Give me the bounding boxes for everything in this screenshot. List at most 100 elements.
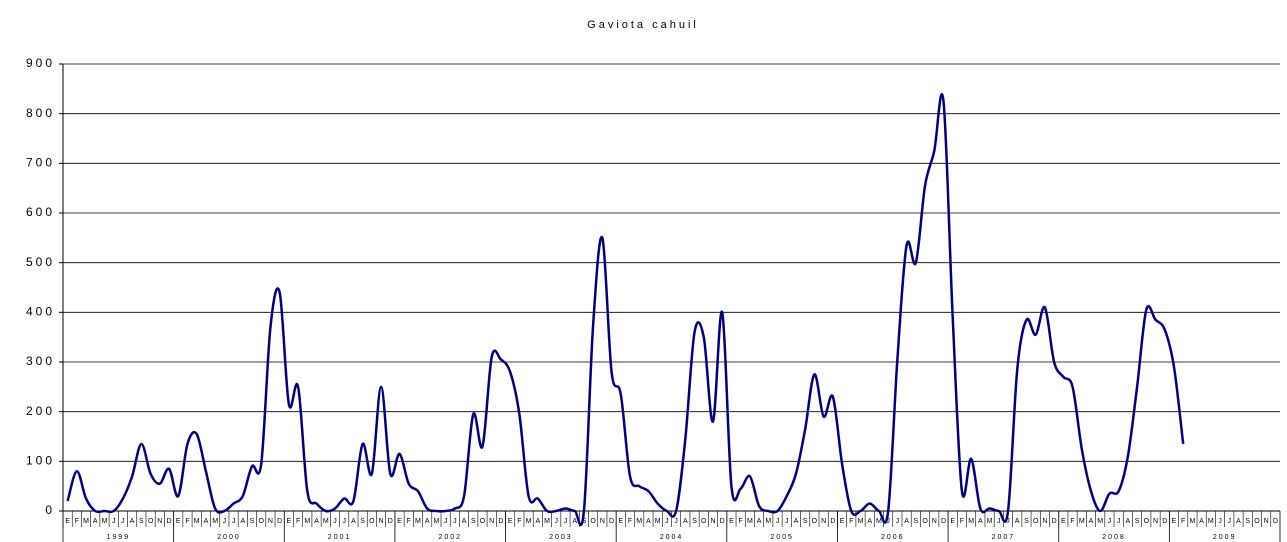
x-tick-label: O xyxy=(1144,518,1150,525)
x-tick-label: D xyxy=(830,518,835,525)
y-tick-label: 200 xyxy=(26,404,55,418)
x-tick-label: A xyxy=(240,518,245,525)
year-label: 2003 xyxy=(549,534,573,541)
x-tick-label: M xyxy=(323,518,329,525)
x-tick-label: J xyxy=(997,518,1001,525)
x-tick-label: D xyxy=(388,518,393,525)
x-tick-label: M xyxy=(83,518,89,525)
data-line xyxy=(66,93,1185,527)
x-tick-label: M xyxy=(765,518,771,525)
x-tick-label: F xyxy=(1181,518,1185,525)
x-tick-label: J xyxy=(333,518,337,525)
x-tick-label: O xyxy=(148,518,154,525)
x-tick-label: D xyxy=(941,518,946,525)
x-tick-label: A xyxy=(1199,518,1204,525)
x-tick-label: E xyxy=(1061,518,1066,525)
x-tick-label: M xyxy=(544,518,550,525)
x-tick-label: J xyxy=(1006,518,1010,525)
x-tick-label: O xyxy=(369,518,375,525)
x-tick-label: A xyxy=(314,518,319,525)
x-tick-label: E xyxy=(840,518,845,525)
x-tick-label: O xyxy=(701,518,707,525)
x-tick-label: M xyxy=(747,518,753,525)
y-tick-label: 500 xyxy=(26,255,55,269)
x-tick-label: M xyxy=(415,518,421,525)
x-tick-label: S xyxy=(1245,518,1250,525)
x-tick-label: J xyxy=(1108,518,1112,525)
x-tick-label: E xyxy=(950,518,955,525)
x-tick-label: A xyxy=(867,518,872,525)
year-label: 2004 xyxy=(660,534,684,541)
year-label: 2006 xyxy=(881,534,905,541)
x-tick-label: S xyxy=(582,518,587,525)
x-tick-label: M xyxy=(858,518,864,525)
x-tick-label: S xyxy=(471,518,476,525)
x-tick-label: M xyxy=(194,518,200,525)
x-tick-label: O xyxy=(590,518,596,525)
x-tick-label: D xyxy=(1052,518,1057,525)
x-tick-label: F xyxy=(739,518,743,525)
year-label: 2001 xyxy=(328,534,352,541)
x-tick-label: J xyxy=(1228,518,1232,525)
x-tick-label: A xyxy=(1126,518,1131,525)
x-tick-label: M xyxy=(1097,518,1103,525)
x-tick-label: O xyxy=(1033,518,1039,525)
x-tick-label: M xyxy=(304,518,310,525)
x-tick-label: N xyxy=(821,518,826,525)
x-tick-label: A xyxy=(572,518,577,525)
x-tick-label: J xyxy=(555,518,559,525)
x-tick-label: D xyxy=(166,518,171,525)
year-label: 2005 xyxy=(770,534,794,541)
x-tick-label: S xyxy=(1135,518,1140,525)
x-tick-label: M xyxy=(655,518,661,525)
y-tick-label: 300 xyxy=(26,354,55,368)
x-tick-label: A xyxy=(904,518,909,525)
x-tick-label: M xyxy=(1208,518,1214,525)
x-tick-label: A xyxy=(646,518,651,525)
x-tick-label: F xyxy=(1070,518,1074,525)
x-tick-label: J xyxy=(121,518,125,525)
x-tick-label: J xyxy=(342,518,346,525)
x-tick-label: D xyxy=(720,518,725,525)
y-tick-label: 900 xyxy=(26,56,55,70)
x-tick-label: O xyxy=(480,518,486,525)
x-tick-label: J xyxy=(776,518,780,525)
x-tick-label: A xyxy=(351,518,356,525)
x-tick-label: F xyxy=(960,518,964,525)
x-tick-label: M xyxy=(1189,518,1195,525)
x-tick-label: J xyxy=(232,518,236,525)
x-tick-label: N xyxy=(379,518,384,525)
x-tick-label: A xyxy=(425,518,430,525)
x-tick-label: J xyxy=(1218,518,1222,525)
x-tick-label: A xyxy=(794,518,799,525)
x-tick-label: E xyxy=(65,518,70,525)
y-tick-label: 600 xyxy=(26,205,55,219)
y-tick-label: 400 xyxy=(26,305,55,319)
x-tick-label: N xyxy=(710,518,715,525)
x-tick-label: M xyxy=(526,518,532,525)
year-label: 2002 xyxy=(438,534,462,541)
x-tick-label: J xyxy=(665,518,669,525)
x-tick-label: F xyxy=(517,518,521,525)
x-tick-label: A xyxy=(1015,518,1020,525)
x-tick-label: J xyxy=(444,518,448,525)
x-tick-label: M xyxy=(987,518,993,525)
x-tick-label: E xyxy=(176,518,181,525)
x-tick-label: A xyxy=(978,518,983,525)
x-tick-label: N xyxy=(489,518,494,525)
x-tick-label: N xyxy=(1042,518,1047,525)
x-tick-label: A xyxy=(93,518,98,525)
x-tick-label: A xyxy=(535,518,540,525)
x-tick-label: J xyxy=(112,518,116,525)
x-tick-label: A xyxy=(204,518,209,525)
chart-title: Gaviota cahuil xyxy=(587,19,699,31)
x-tick-label: S xyxy=(913,518,918,525)
x-tick-label: O xyxy=(258,518,264,525)
x-tick-label: M xyxy=(102,518,108,525)
x-tick-label: A xyxy=(757,518,762,525)
x-tick-label: E xyxy=(618,518,623,525)
x-tick-label: F xyxy=(296,518,300,525)
y-tick-label: 0 xyxy=(45,503,55,517)
y-tick-label: 800 xyxy=(26,106,55,120)
y-tick-label: 100 xyxy=(26,454,55,468)
